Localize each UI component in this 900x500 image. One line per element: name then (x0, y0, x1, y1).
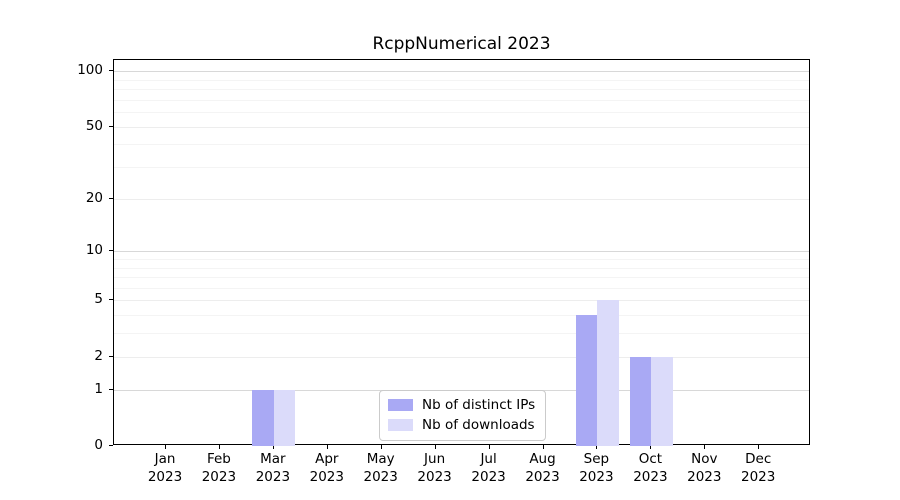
minor-gridline (114, 167, 809, 168)
y-tick-label-20: 20 (85, 189, 103, 206)
y-tick-mark (109, 197, 113, 199)
minor-gridline (114, 258, 809, 260)
mid-gridline (114, 126, 809, 128)
mid-gridline (114, 198, 809, 200)
x-tick-mark (596, 445, 598, 449)
minor-gridline (114, 287, 809, 289)
minor-gridline (114, 79, 809, 81)
minor-gridline (114, 112, 809, 113)
bar-downloads-oct (651, 356, 673, 446)
x-tick-mark (542, 445, 544, 449)
y-tick-mark (109, 445, 113, 446)
mid-gridline (114, 300, 809, 302)
y-tick-mark (109, 388, 113, 390)
legend-swatch-downloads (388, 419, 413, 431)
x-tick-label-apr: Apr 2023 (309, 451, 344, 485)
y-tick-label-100: 100 (77, 62, 103, 78)
minor-gridline (114, 333, 809, 335)
y-tick-label-0: 0 (94, 437, 103, 453)
y-tick-mark (109, 70, 113, 71)
chart-title: RcppNumerical 2023 (372, 34, 551, 54)
x-tick-mark (488, 445, 490, 449)
x-tick-mark (380, 445, 382, 449)
minor-gridline (114, 277, 809, 278)
y-tick-mark (109, 125, 113, 127)
y-tick-mark (109, 250, 113, 252)
x-tick-mark (758, 445, 760, 449)
y-tick-label-50: 50 (85, 117, 103, 134)
x-tick-mark (165, 445, 166, 449)
y-tick-label-5: 5 (94, 291, 103, 308)
minor-gridline (114, 88, 809, 90)
x-tick-label-jan: Jan 2023 (147, 451, 183, 485)
x-tick-label-jun: Jun 2023 (417, 451, 452, 485)
x-tick-label-sep: Sep 2023 (579, 451, 614, 485)
x-tick-label-dec: Dec 2023 (741, 451, 776, 485)
minor-gridline (114, 144, 809, 146)
x-tick-mark (326, 445, 328, 449)
major-gridline (114, 251, 809, 253)
x-tick-label-nov: Nov 2023 (687, 451, 722, 485)
legend-swatch-distinct-ips (388, 399, 413, 411)
y-tick-mark (109, 355, 113, 357)
x-tick-label-feb: Feb 2023 (201, 451, 237, 485)
legend-label-downloads: Nb of downloads (422, 417, 535, 433)
bar-distinct-ips-mar (252, 389, 274, 446)
y-tick-label-10: 10 (85, 242, 103, 259)
y-tick-label-1: 1 (94, 380, 103, 397)
minor-gridline (114, 99, 809, 101)
bar-downloads-sep (597, 300, 619, 446)
x-tick-mark (650, 445, 652, 449)
bar-downloads-mar (273, 389, 296, 446)
x-tick-label-oct: Oct 2023 (633, 451, 668, 485)
y-tick-label-2: 2 (94, 347, 103, 364)
legend-item-distinct-ips: Nb of distinct IPs (388, 397, 535, 413)
plot-area: Nb of distinct IPs Nb of downloads (113, 59, 810, 446)
x-tick-mark (218, 445, 220, 449)
x-tick-label-mar: Mar 2023 (255, 451, 291, 485)
y-tick-mark (109, 299, 113, 301)
x-tick-mark (434, 445, 436, 449)
bar-distinct-ips-sep (575, 315, 598, 446)
major-gridline (114, 71, 809, 72)
legend-label-distinct-ips: Nb of distinct IPs (422, 397, 536, 413)
x-tick-mark (704, 445, 706, 449)
minor-gridline (114, 267, 809, 269)
mid-gridline (114, 356, 809, 358)
x-tick-label-may: May 2023 (363, 451, 398, 485)
legend: Nb of distinct IPs Nb of downloads (379, 390, 547, 441)
legend-item-downloads: Nb of downloads (388, 417, 535, 433)
minor-gridline (114, 315, 809, 317)
x-tick-label-aug: Aug 2023 (525, 451, 560, 485)
bar-distinct-ips-oct (629, 356, 652, 446)
x-tick-mark (272, 445, 274, 449)
x-tick-label-jul: Jul 2023 (471, 451, 506, 485)
